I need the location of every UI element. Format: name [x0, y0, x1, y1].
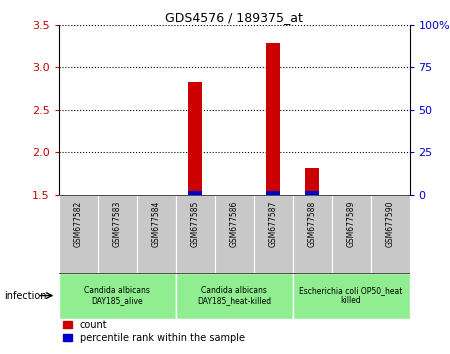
Text: GSM677587: GSM677587: [269, 201, 278, 247]
Bar: [292, 273, 410, 319]
Text: GSM677590: GSM677590: [386, 201, 395, 247]
Text: GSM677582: GSM677582: [73, 201, 82, 247]
Text: Candida albicans
DAY185_heat-killed: Candida albicans DAY185_heat-killed: [197, 286, 271, 305]
Bar: [266, 191, 280, 195]
Title: GDS4576 / 189375_at: GDS4576 / 189375_at: [165, 11, 303, 24]
Text: GSM677583: GSM677583: [112, 201, 122, 247]
Bar: [292, 195, 332, 273]
Bar: [58, 195, 98, 273]
Bar: [58, 273, 176, 319]
Bar: [188, 82, 202, 195]
Bar: [305, 167, 319, 195]
Bar: [253, 195, 292, 273]
Bar: [305, 191, 319, 195]
Bar: [215, 195, 253, 273]
Text: GSM677589: GSM677589: [346, 201, 356, 247]
Bar: [188, 191, 202, 195]
Bar: [176, 195, 215, 273]
Legend: count, percentile rank within the sample: count, percentile rank within the sample: [63, 320, 245, 343]
Text: infection: infection: [4, 291, 47, 301]
Bar: [332, 195, 370, 273]
Text: GSM677584: GSM677584: [152, 201, 161, 247]
Text: GSM677585: GSM677585: [190, 201, 199, 247]
Text: GSM677586: GSM677586: [230, 201, 238, 247]
Bar: [98, 195, 136, 273]
Text: GSM677588: GSM677588: [307, 201, 316, 247]
Bar: [176, 273, 292, 319]
Bar: [266, 44, 280, 195]
Text: Candida albicans
DAY185_alive: Candida albicans DAY185_alive: [84, 286, 150, 305]
Bar: [136, 195, 176, 273]
Bar: [370, 195, 410, 273]
Text: Escherichia coli OP50_heat
killed: Escherichia coli OP50_heat killed: [299, 286, 403, 305]
